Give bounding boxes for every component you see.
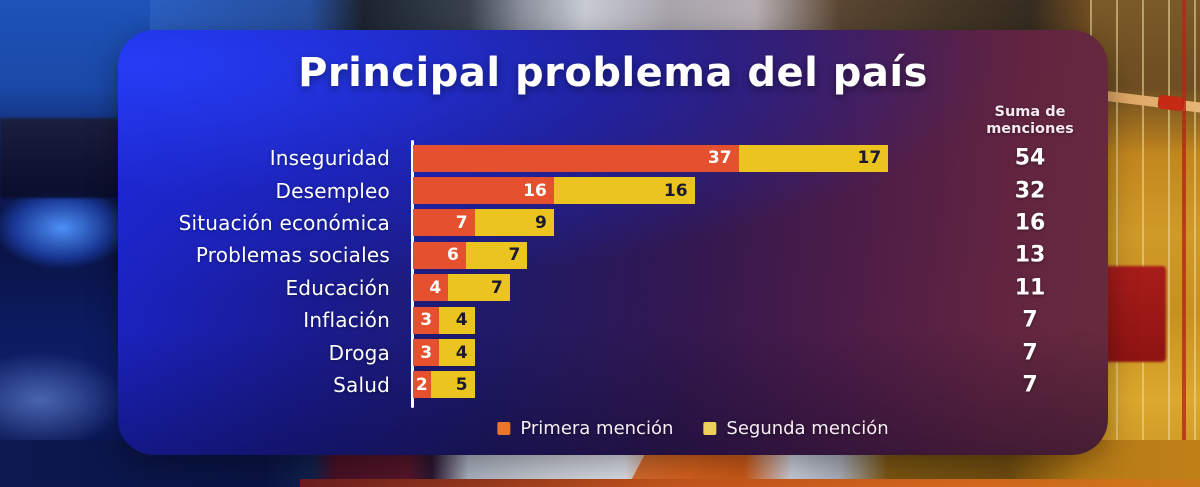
category-label: Educación — [285, 275, 390, 300]
category-label: Droga — [328, 340, 390, 365]
bar-segment-primera: 6 — [413, 241, 466, 269]
bar-segment-primera: 3 — [413, 306, 440, 334]
bar-row: Situación económica 7 9 16 — [118, 207, 1108, 239]
bar-segment-primera: 16 — [413, 177, 554, 205]
sum-header-line1: Suma de — [994, 104, 1066, 120]
category-label: Inseguridad — [269, 146, 390, 171]
legend: Primera mención Segunda mención — [497, 418, 889, 439]
bar-segment-segunda: 5 — [430, 371, 475, 399]
total-mentions: 54 — [1014, 145, 1046, 171]
bar-row: Inseguridad 37 17 54 — [118, 142, 1108, 174]
page-title: Principal problema del país — [298, 50, 928, 96]
category-label: Inflación — [303, 308, 390, 333]
bar-segment-segunda: 16 — [553, 177, 695, 205]
bar-segment-segunda: 4 — [439, 306, 475, 334]
bar-segment-segunda: 9 — [474, 209, 554, 237]
category-label: Salud — [333, 372, 390, 397]
chart-panel: Principal problema del país Suma de menc… — [118, 30, 1108, 455]
category-label: Situación económica — [178, 210, 390, 235]
cart-handle-red-grip — [1157, 94, 1185, 112]
sum-header-line2: menciones — [986, 120, 1074, 137]
bar-group: 2 5 — [413, 371, 475, 399]
bar-row: Problemas sociales 6 7 13 — [118, 239, 1108, 271]
bar-segment-primera: 2 — [413, 371, 431, 399]
cart-red-pole — [1182, 0, 1186, 487]
bar-chart: Inseguridad 37 17 54 Desempleo 16 16 32 … — [118, 142, 1108, 401]
bar-row: Inflación 3 4 7 — [118, 304, 1108, 336]
bar-segment-primera: 37 — [413, 144, 739, 172]
total-mentions: 7 — [1022, 340, 1038, 366]
bar-segment-segunda: 4 — [439, 339, 475, 367]
legend-item-primera: Primera mención — [497, 418, 673, 439]
bar-group: 37 17 — [413, 144, 889, 172]
bar-row: Droga 3 4 7 — [118, 336, 1108, 368]
legend-swatch-segunda-icon — [703, 422, 717, 435]
legend-label-primera: Primera mención — [520, 418, 674, 439]
chart-axis-line — [411, 140, 414, 408]
bottom-orange-sliver — [300, 479, 1200, 487]
bar-row: Educación 4 7 11 — [118, 272, 1108, 304]
legend-item-segunda: Segunda mención — [703, 418, 889, 439]
bar-segment-primera: 3 — [413, 339, 440, 367]
bar-segment-segunda: 7 — [465, 241, 528, 269]
bar-group: 16 16 — [413, 177, 695, 205]
sum-of-mentions-header: Suma de menciones — [970, 104, 1090, 137]
total-mentions: 13 — [1014, 242, 1046, 268]
bar-segment-primera: 4 — [413, 274, 449, 302]
bar-group: 3 4 — [413, 306, 475, 334]
total-mentions: 11 — [1014, 275, 1046, 301]
bar-group: 6 7 — [413, 241, 528, 269]
bar-segment-primera: 7 — [413, 209, 475, 237]
bar-row: Desempleo 16 16 32 — [118, 174, 1108, 206]
bar-group: 4 7 — [413, 274, 510, 302]
category-label: Desempleo — [275, 178, 390, 203]
bar-row: Salud 2 5 7 — [118, 369, 1108, 401]
bar-group: 3 4 — [413, 339, 475, 367]
bar-group: 7 9 — [413, 209, 554, 237]
total-mentions: 7 — [1022, 372, 1038, 398]
total-mentions: 32 — [1014, 178, 1046, 204]
bar-segment-segunda: 7 — [448, 274, 510, 302]
legend-swatch-primera-icon — [497, 422, 511, 435]
bar-segment-segunda: 17 — [738, 144, 889, 172]
legend-label-segunda: Segunda mención — [726, 418, 889, 439]
total-mentions: 7 — [1022, 307, 1038, 333]
category-label: Problemas sociales — [195, 243, 390, 268]
total-mentions: 16 — [1014, 210, 1046, 236]
